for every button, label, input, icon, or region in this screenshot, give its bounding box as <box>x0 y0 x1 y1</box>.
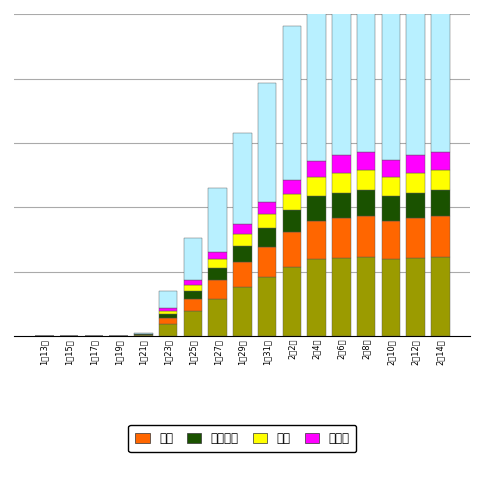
Bar <box>184 238 202 280</box>
Bar <box>159 308 178 311</box>
Bar <box>431 152 450 170</box>
Bar <box>283 26 301 180</box>
Bar <box>283 193 301 210</box>
Bar <box>382 196 400 221</box>
Bar <box>382 177 400 196</box>
Bar <box>258 247 276 276</box>
Bar <box>159 318 178 324</box>
Bar <box>283 267 301 336</box>
Bar <box>233 224 252 234</box>
Bar <box>307 259 326 336</box>
Bar <box>332 258 351 336</box>
Bar <box>407 156 425 173</box>
Bar <box>307 0 326 161</box>
Bar <box>258 83 276 202</box>
Bar <box>159 324 178 336</box>
Bar <box>431 170 450 190</box>
Bar <box>134 335 153 336</box>
Bar <box>431 216 450 257</box>
Bar <box>233 287 252 336</box>
Bar <box>407 218 425 258</box>
Bar <box>431 0 450 152</box>
Bar <box>382 0 400 160</box>
Bar <box>307 161 326 177</box>
Bar <box>258 214 276 228</box>
Bar <box>407 0 425 156</box>
Bar <box>357 257 375 336</box>
Bar <box>184 311 202 336</box>
Legend: 台湾, ブラジル, 韓国, トルコ: 台湾, ブラジル, 韓国, トルコ <box>128 425 357 452</box>
Bar <box>258 276 276 336</box>
Bar <box>184 291 202 299</box>
Bar <box>283 210 301 232</box>
Bar <box>208 252 227 259</box>
Bar <box>332 0 351 156</box>
Bar <box>407 258 425 336</box>
Bar <box>332 156 351 173</box>
Bar <box>184 280 202 285</box>
Bar <box>208 280 227 299</box>
Bar <box>134 333 153 334</box>
Bar <box>307 221 326 259</box>
Bar <box>332 173 351 192</box>
Bar <box>431 190 450 216</box>
Bar <box>283 180 301 193</box>
Bar <box>357 152 375 170</box>
Bar <box>357 170 375 190</box>
Bar <box>159 291 178 308</box>
Bar <box>382 221 400 259</box>
Bar <box>407 192 425 218</box>
Bar <box>382 160 400 177</box>
Bar <box>307 177 326 196</box>
Bar <box>184 285 202 291</box>
Bar <box>357 0 375 152</box>
Bar <box>332 218 351 258</box>
Bar <box>208 188 227 252</box>
Bar <box>233 246 252 262</box>
Bar <box>307 196 326 221</box>
Bar <box>184 299 202 311</box>
Bar <box>233 234 252 246</box>
Bar <box>233 262 252 287</box>
Bar <box>208 268 227 280</box>
Bar <box>431 257 450 336</box>
Bar <box>258 202 276 214</box>
Bar <box>258 228 276 247</box>
Bar <box>208 259 227 268</box>
Bar <box>159 314 178 318</box>
Bar <box>332 192 351 218</box>
Bar <box>407 173 425 192</box>
Bar <box>233 132 252 224</box>
Bar <box>283 232 301 267</box>
Bar <box>159 311 178 314</box>
Bar <box>208 299 227 336</box>
Bar <box>134 334 153 335</box>
Bar <box>382 259 400 336</box>
Bar <box>357 216 375 257</box>
Bar <box>357 190 375 216</box>
